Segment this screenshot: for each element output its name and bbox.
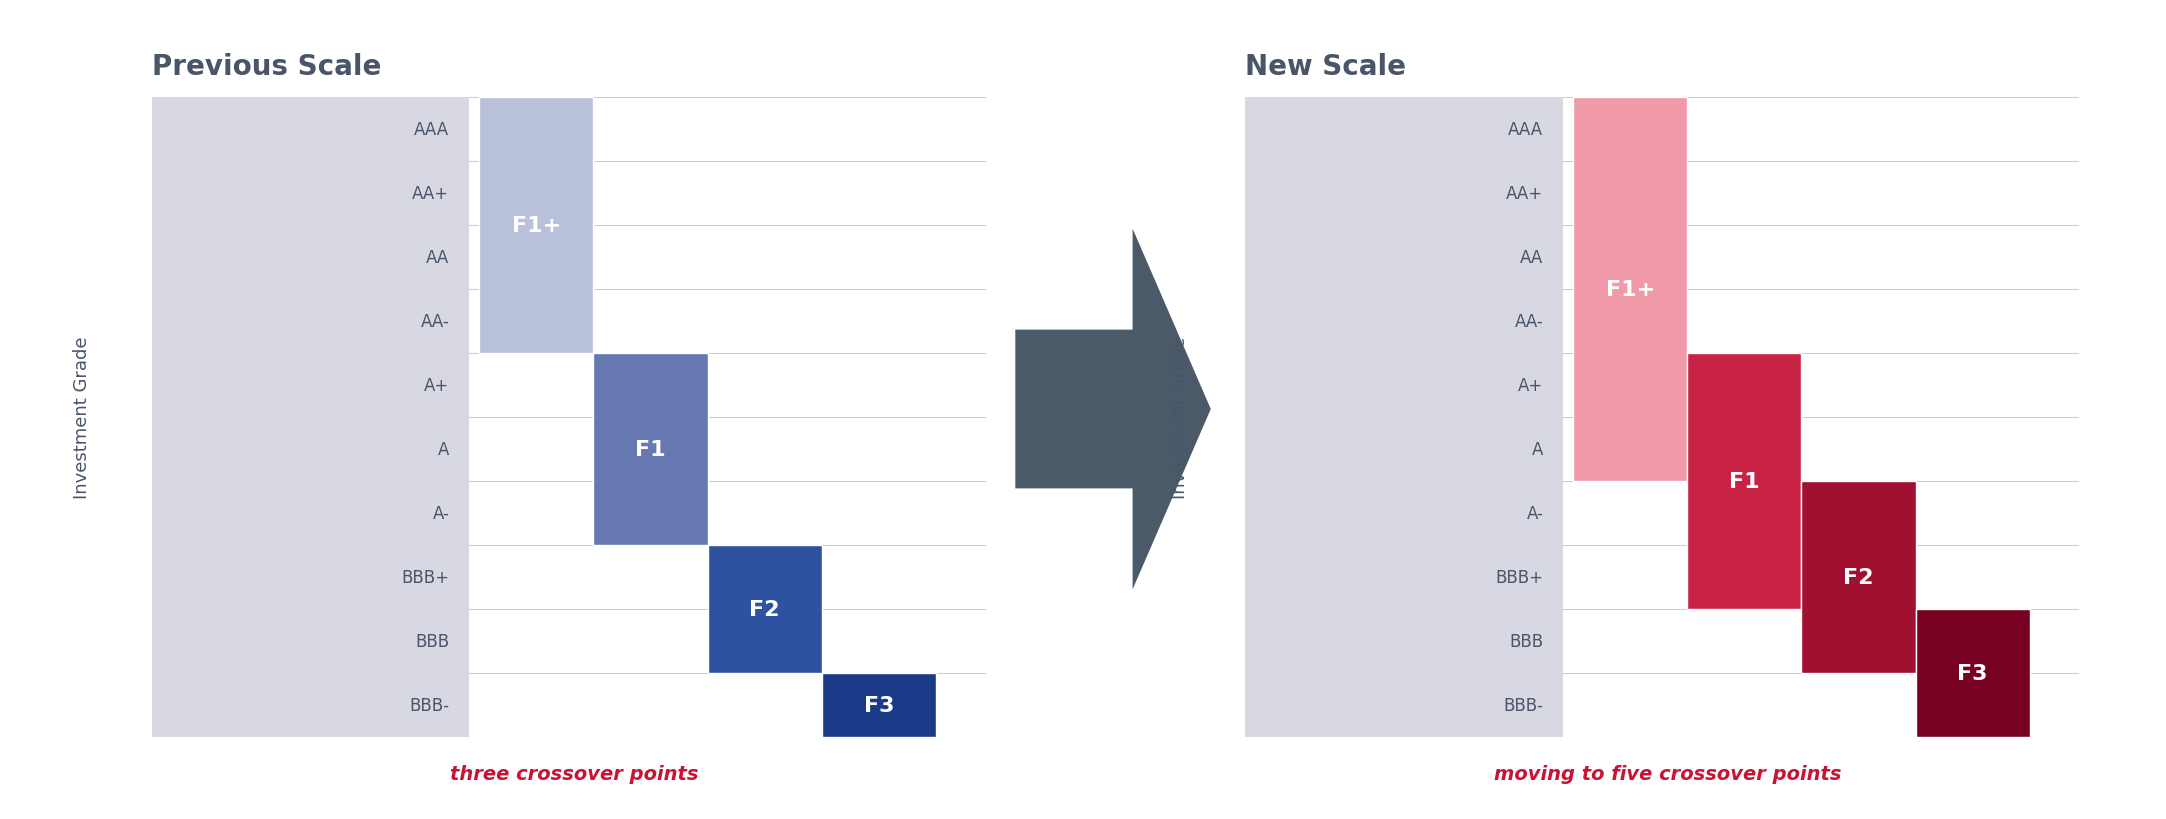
Text: A: A	[1531, 441, 1542, 459]
Bar	[1573, 98, 1687, 482]
Text: moving to five crossover points: moving to five crossover points	[1495, 764, 1841, 784]
Text: F1+: F1+	[1605, 280, 1655, 300]
Text: A: A	[438, 441, 451, 459]
Bar	[821, 673, 936, 737]
Text: AA+: AA+	[412, 185, 451, 203]
Text: F1: F1	[635, 440, 665, 459]
Text: F1+: F1+	[511, 216, 561, 236]
Bar	[593, 354, 708, 545]
Text: A-: A-	[433, 505, 451, 523]
Text: AAA: AAA	[1508, 121, 1542, 139]
Text: AA+: AA+	[1505, 185, 1542, 203]
Text: A+: A+	[1518, 377, 1542, 395]
Text: Investment Grade: Investment Grade	[74, 337, 91, 499]
Bar	[1687, 354, 1802, 609]
Text: BBB+: BBB+	[1495, 568, 1542, 586]
Text: AA-: AA-	[1514, 313, 1542, 331]
Text: New Scale: New Scale	[1245, 53, 1406, 81]
Text: AA: AA	[1521, 249, 1542, 267]
Text: F3: F3	[864, 695, 895, 715]
Text: F2: F2	[1843, 568, 1874, 587]
Text: F1: F1	[1728, 472, 1759, 491]
Text: F3: F3	[1958, 663, 1988, 683]
Bar	[1915, 609, 2030, 737]
Bar	[708, 545, 821, 673]
Text: BBB-: BBB-	[1503, 696, 1542, 714]
Text: BBB+: BBB+	[401, 568, 451, 586]
Bar	[1802, 482, 1915, 673]
Text: AAA: AAA	[414, 121, 451, 139]
Bar	[1245, 98, 1564, 737]
Text: Investment Grade: Investment Grade	[1172, 337, 1189, 499]
Text: F2: F2	[749, 600, 780, 619]
Text: AA: AA	[427, 249, 451, 267]
Text: three crossover points: three crossover points	[451, 764, 697, 784]
Bar	[152, 98, 470, 737]
Polygon shape	[1016, 229, 1211, 590]
Text: BBB: BBB	[416, 632, 451, 650]
Text: A-: A-	[1527, 505, 1542, 523]
Text: AA-: AA-	[420, 313, 451, 331]
Text: A+: A+	[425, 377, 451, 395]
Text: BBB: BBB	[1510, 632, 1542, 650]
Bar	[479, 98, 593, 354]
Text: BBB-: BBB-	[409, 696, 451, 714]
Text: Previous Scale: Previous Scale	[152, 53, 381, 81]
